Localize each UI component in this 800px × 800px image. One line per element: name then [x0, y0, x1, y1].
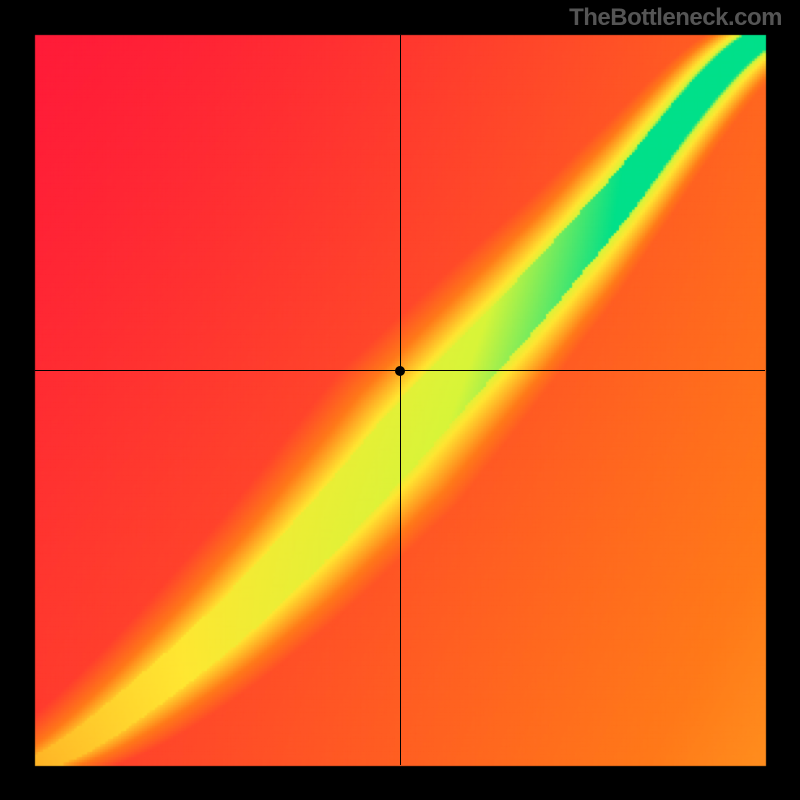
- crosshair-vertical: [400, 35, 401, 765]
- chart-container: TheBottleneck.com: [0, 0, 800, 800]
- crosshair-point: [395, 366, 405, 376]
- watermark-text: TheBottleneck.com: [569, 4, 782, 32]
